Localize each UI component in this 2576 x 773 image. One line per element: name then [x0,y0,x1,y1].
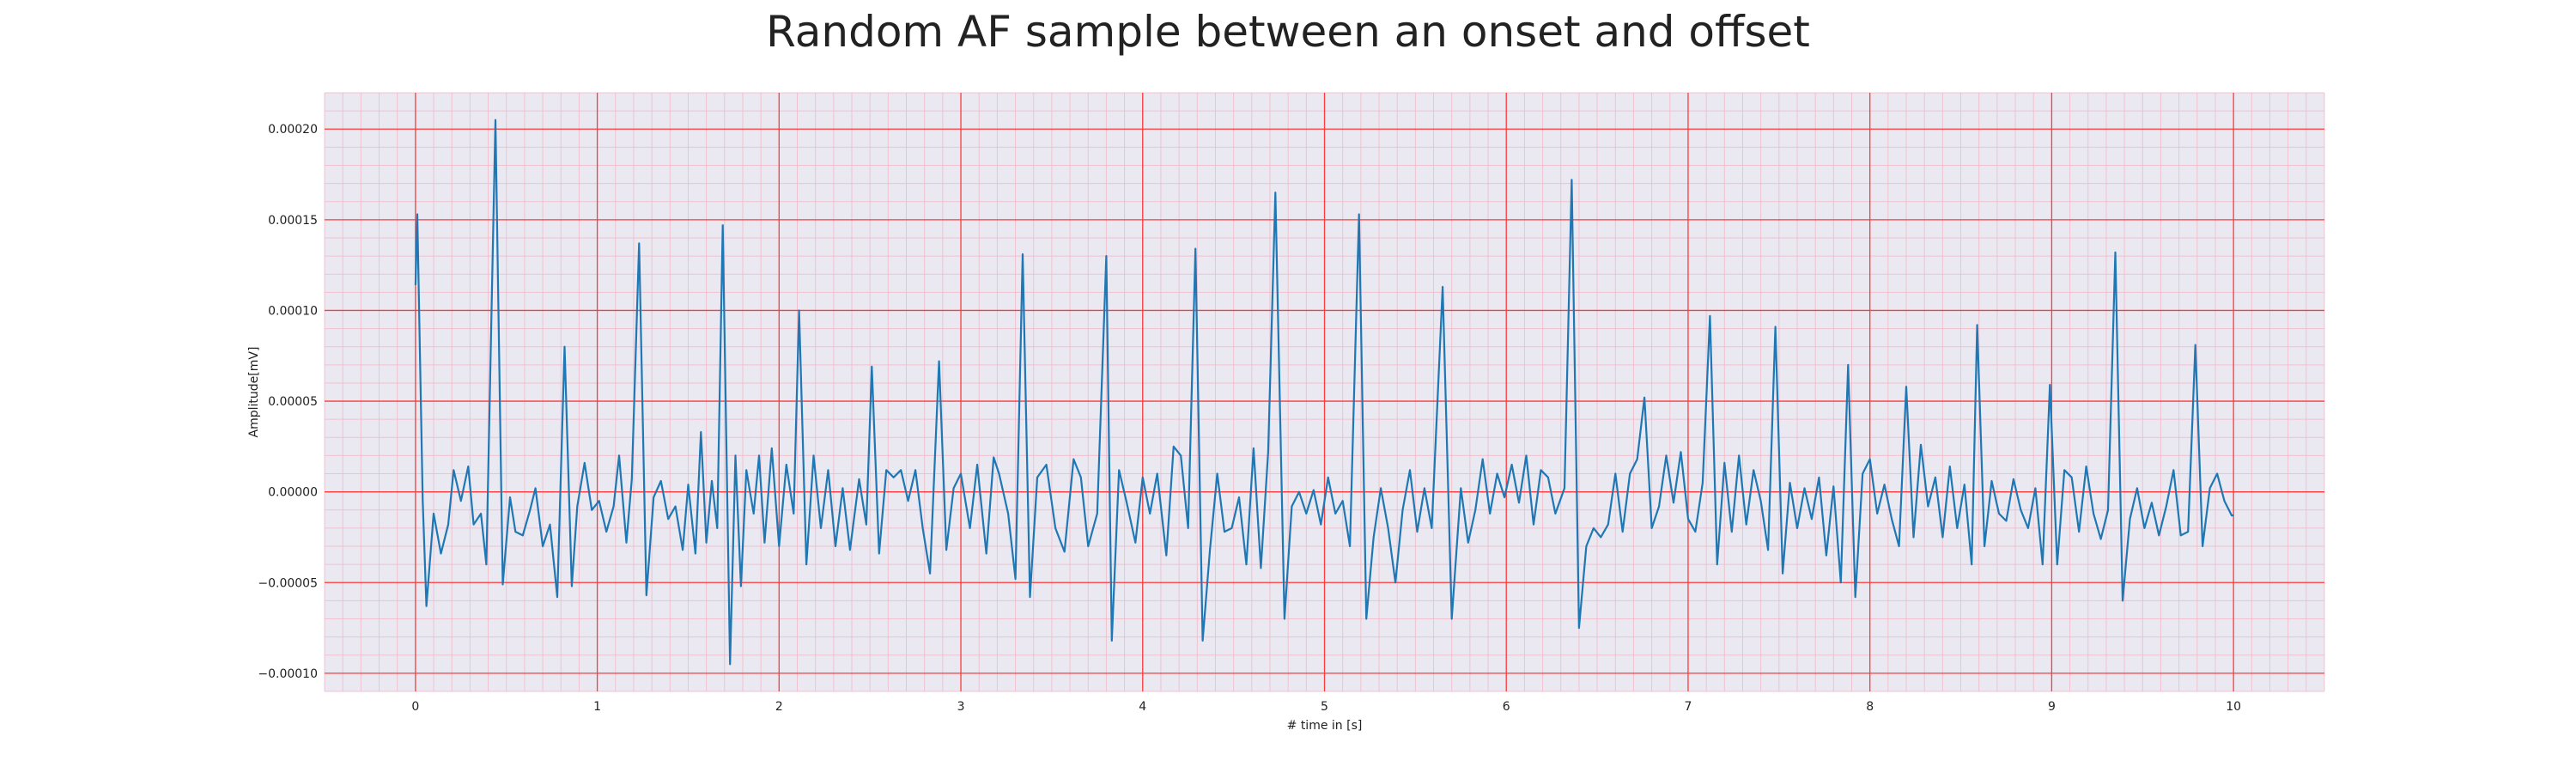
y-axis-label: Amplitude[mV] [247,347,261,438]
y-tick-label: 0.00005 [268,395,318,409]
y-axis-ticks: −0.00010 −0.00005 0.00000 0.00005 0.00010 0.0… [258,123,318,681]
x-tick-label: 2 [775,700,783,714]
y-tick-label: −0.00010 [258,667,318,681]
chart-title: Random AF sample between an onset and of… [766,7,1810,57]
x-tick-label: 0 [411,700,419,714]
x-axis-ticks: 0 1 2 3 4 5 6 7 8 9 10 [411,700,2241,714]
x-tick-label: 10 [2226,700,2241,714]
x-tick-label: 5 [1321,700,1328,714]
y-tick-label: −0.00005 [258,576,318,590]
signal-line-0 [414,119,2234,666]
major-grid [325,93,2324,691]
y-tick-label: 0.00010 [268,304,318,318]
x-tick-label: 8 [1866,700,1874,714]
x-tick-label: 7 [1684,700,1692,714]
y-tick-label: 0.00015 [268,214,318,228]
x-axis-label: # time in [s] [1287,719,1363,733]
x-tick-label: 6 [1503,700,1510,714]
x-tick-label: 9 [2048,700,2056,714]
series-layer [414,119,2234,666]
x-tick-label: 1 [593,700,601,714]
y-tick-label: 0.00020 [268,123,318,137]
x-tick-label: 4 [1139,700,1146,714]
x-tick-label: 3 [957,700,965,714]
y-tick-label: 0.00000 [268,486,318,500]
